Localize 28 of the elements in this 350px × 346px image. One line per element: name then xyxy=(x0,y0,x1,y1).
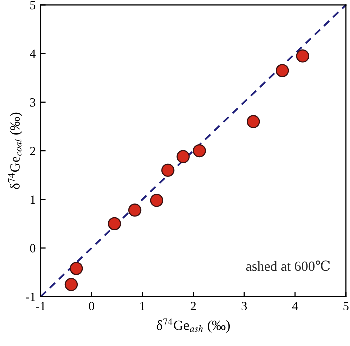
x-tick-label: 3 xyxy=(242,302,248,311)
point xyxy=(247,115,260,128)
point xyxy=(296,50,310,63)
x-tick-label: -1 xyxy=(36,302,46,310)
point xyxy=(176,150,190,164)
point xyxy=(70,262,84,276)
x-tick-label: 5 xyxy=(344,302,349,311)
point xyxy=(64,278,78,292)
x-tick-label: 1 xyxy=(140,302,146,310)
point xyxy=(150,194,164,208)
annotation: ashed at 600℃ xyxy=(246,260,330,272)
y-axis-title: δ$^{74}$Ge$_{coal}$ (‰) xyxy=(8,112,23,190)
x-axis-title: δ$^{74}$Ge$_{ash}$ (‰) xyxy=(156,318,230,334)
point xyxy=(193,144,206,158)
y-tick-label: 4 xyxy=(30,50,36,58)
x-tick-label: 4 xyxy=(292,302,298,310)
y-tick-label: 1 xyxy=(30,196,36,204)
y-tick-label: 2 xyxy=(30,147,36,156)
y-tick-label: 3 xyxy=(30,98,36,107)
y-tick-label: -1 xyxy=(26,292,36,302)
point xyxy=(128,204,142,217)
point xyxy=(276,64,290,78)
y-tick-label: 0 xyxy=(30,244,36,253)
y-tick-label: 5 xyxy=(30,1,36,10)
x-tick-label: 0 xyxy=(89,302,94,311)
x-tick-label: 2 xyxy=(190,302,196,310)
point xyxy=(162,164,175,178)
point xyxy=(108,217,122,231)
